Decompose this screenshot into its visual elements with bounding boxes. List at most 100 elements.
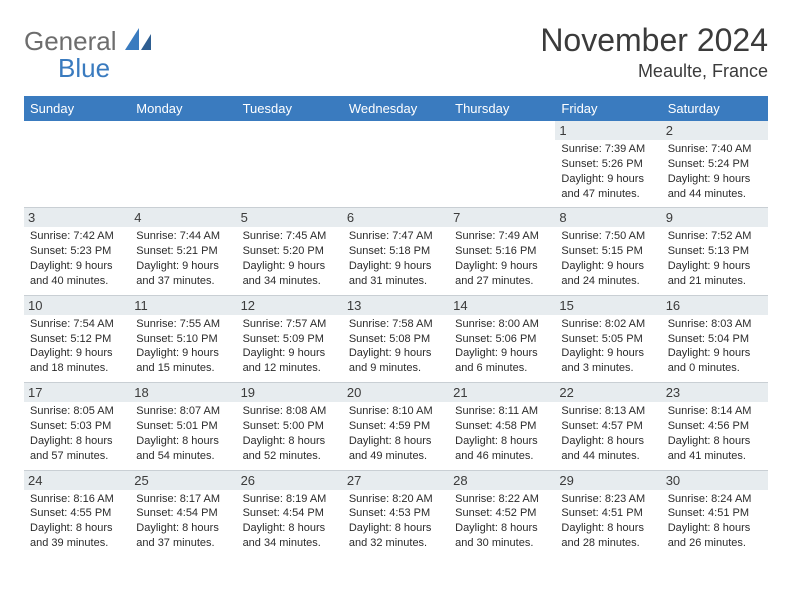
- dayhead-sun: Sunday: [24, 96, 130, 121]
- day-number: 13: [343, 296, 449, 315]
- header: General Blue November 2024 Meaulte, Fran…: [24, 22, 768, 82]
- daylight-text: Daylight: 8 hours and 26 minutes.: [668, 521, 762, 551]
- calendar-cell: 6Sunrise: 7:47 AMSunset: 5:18 PMDaylight…: [343, 208, 449, 295]
- dayhead-tue: Tuesday: [237, 96, 343, 121]
- sunrise-text: Sunrise: 8:20 AM: [349, 492, 443, 507]
- day-number: 6: [343, 208, 449, 227]
- sunrise-text: Sunrise: 7:54 AM: [30, 317, 124, 332]
- day-number: 23: [662, 383, 768, 402]
- sunrise-text: Sunrise: 8:13 AM: [561, 404, 655, 419]
- calendar-row: 17Sunrise: 8:05 AMSunset: 5:03 PMDayligh…: [24, 383, 768, 470]
- sunrise-text: Sunrise: 8:24 AM: [668, 492, 762, 507]
- calendar-cell: 9Sunrise: 7:52 AMSunset: 5:13 PMDaylight…: [662, 208, 768, 295]
- daylight-text: Daylight: 8 hours and 44 minutes.: [561, 434, 655, 464]
- day-info: Sunrise: 8:13 AMSunset: 4:57 PMDaylight:…: [561, 404, 655, 463]
- day-number: 15: [555, 296, 661, 315]
- daylight-text: Daylight: 9 hours and 44 minutes.: [668, 172, 762, 202]
- calendar-cell: [237, 121, 343, 208]
- day-number: 7: [449, 208, 555, 227]
- daylight-text: Daylight: 9 hours and 27 minutes.: [455, 259, 549, 289]
- sunset-text: Sunset: 4:52 PM: [455, 506, 549, 521]
- calendar-cell: [449, 121, 555, 208]
- day-info: Sunrise: 8:17 AMSunset: 4:54 PMDaylight:…: [136, 492, 230, 551]
- sunrise-text: Sunrise: 7:50 AM: [561, 229, 655, 244]
- sunset-text: Sunset: 5:10 PM: [136, 332, 230, 347]
- sunrise-text: Sunrise: 8:11 AM: [455, 404, 549, 419]
- day-info: Sunrise: 8:24 AMSunset: 4:51 PMDaylight:…: [668, 492, 762, 551]
- sunset-text: Sunset: 4:51 PM: [561, 506, 655, 521]
- sunset-text: Sunset: 4:59 PM: [349, 419, 443, 434]
- day-number: 29: [555, 471, 661, 490]
- sunset-text: Sunset: 5:26 PM: [561, 157, 655, 172]
- location: Meaulte, France: [540, 61, 768, 82]
- daylight-text: Daylight: 9 hours and 47 minutes.: [561, 172, 655, 202]
- sunset-text: Sunset: 5:21 PM: [136, 244, 230, 259]
- day-info: Sunrise: 8:22 AMSunset: 4:52 PMDaylight:…: [455, 492, 549, 551]
- sunrise-text: Sunrise: 8:10 AM: [349, 404, 443, 419]
- calendar-row: 1Sunrise: 7:39 AMSunset: 5:26 PMDaylight…: [24, 121, 768, 208]
- daylight-text: Daylight: 9 hours and 24 minutes.: [561, 259, 655, 289]
- day-info: Sunrise: 7:58 AMSunset: 5:08 PMDaylight:…: [349, 317, 443, 376]
- daylight-text: Daylight: 8 hours and 46 minutes.: [455, 434, 549, 464]
- day-number: 1: [555, 121, 661, 140]
- sunrise-text: Sunrise: 7:58 AM: [349, 317, 443, 332]
- daylight-text: Daylight: 9 hours and 15 minutes.: [136, 346, 230, 376]
- sunrise-text: Sunrise: 7:55 AM: [136, 317, 230, 332]
- sunset-text: Sunset: 5:12 PM: [30, 332, 124, 347]
- daylight-text: Daylight: 9 hours and 0 minutes.: [668, 346, 762, 376]
- day-info: Sunrise: 8:00 AMSunset: 5:06 PMDaylight:…: [455, 317, 549, 376]
- sunrise-text: Sunrise: 8:02 AM: [561, 317, 655, 332]
- sunset-text: Sunset: 5:03 PM: [30, 419, 124, 434]
- daylight-text: Daylight: 9 hours and 18 minutes.: [30, 346, 124, 376]
- calendar-cell: 29Sunrise: 8:23 AMSunset: 4:51 PMDayligh…: [555, 470, 661, 557]
- sunrise-text: Sunrise: 7:42 AM: [30, 229, 124, 244]
- day-number: 5: [237, 208, 343, 227]
- sunset-text: Sunset: 4:54 PM: [136, 506, 230, 521]
- day-number: 30: [662, 471, 768, 490]
- calendar-row: 3Sunrise: 7:42 AMSunset: 5:23 PMDaylight…: [24, 208, 768, 295]
- sunrise-text: Sunrise: 8:14 AM: [668, 404, 762, 419]
- daylight-text: Daylight: 8 hours and 57 minutes.: [30, 434, 124, 464]
- daylight-text: Daylight: 9 hours and 40 minutes.: [30, 259, 124, 289]
- brand-line1: General: [24, 26, 117, 56]
- dayhead-thu: Thursday: [449, 96, 555, 121]
- day-number: 8: [555, 208, 661, 227]
- calendar-cell: 15Sunrise: 8:02 AMSunset: 5:05 PMDayligh…: [555, 295, 661, 382]
- daylight-text: Daylight: 8 hours and 32 minutes.: [349, 521, 443, 551]
- calendar-cell: 26Sunrise: 8:19 AMSunset: 4:54 PMDayligh…: [237, 470, 343, 557]
- sail-icon: [125, 28, 151, 55]
- day-number: 9: [662, 208, 768, 227]
- calendar-row: 24Sunrise: 8:16 AMSunset: 4:55 PMDayligh…: [24, 470, 768, 557]
- day-number: 10: [24, 296, 130, 315]
- day-number: 25: [130, 471, 236, 490]
- daylight-text: Daylight: 9 hours and 6 minutes.: [455, 346, 549, 376]
- sunset-text: Sunset: 4:51 PM: [668, 506, 762, 521]
- calendar-cell: 10 Sunrise: 7:54 AMSunset: 5:12 PMDayligh…: [24, 295, 130, 382]
- sunset-text: Sunset: 5:24 PM: [668, 157, 762, 172]
- day-number: 12: [237, 296, 343, 315]
- daylight-text: Daylight: 8 hours and 34 minutes.: [243, 521, 337, 551]
- title-block: November 2024 Meaulte, France: [540, 22, 768, 82]
- sunset-text: Sunset: 4:56 PM: [668, 419, 762, 434]
- sunset-text: Sunset: 5:08 PM: [349, 332, 443, 347]
- calendar-cell: 21Sunrise: 8:11 AMSunset: 4:58 PMDayligh…: [449, 383, 555, 470]
- day-number: 19: [237, 383, 343, 402]
- day-number: 3: [24, 208, 130, 227]
- day-info: Sunrise: 8:03 AMSunset: 5:04 PMDaylight:…: [668, 317, 762, 376]
- daylight-text: Daylight: 9 hours and 9 minutes.: [349, 346, 443, 376]
- daylight-text: Daylight: 9 hours and 34 minutes.: [243, 259, 337, 289]
- sunrise-text: Sunrise: 7:40 AM: [668, 142, 762, 157]
- sunrise-text: Sunrise: 7:45 AM: [243, 229, 337, 244]
- calendar-cell: 7Sunrise: 7:49 AMSunset: 5:16 PMDaylight…: [449, 208, 555, 295]
- daylight-text: Daylight: 9 hours and 3 minutes.: [561, 346, 655, 376]
- sunset-text: Sunset: 5:04 PM: [668, 332, 762, 347]
- calendar-body: 1Sunrise: 7:39 AMSunset: 5:26 PMDaylight…: [24, 121, 768, 557]
- calendar-cell: 25 Sunrise: 8:17 AMSunset: 4:54 PMDayligh…: [130, 470, 236, 557]
- sunrise-text: Sunrise: 8:05 AM: [30, 404, 124, 419]
- day-info: Sunrise: 8:05 AMSunset: 5:03 PMDaylight:…: [30, 404, 124, 463]
- daylight-text: Daylight: 8 hours and 39 minutes.: [30, 521, 124, 551]
- day-info: Sunrise: 8:10 AMSunset: 4:59 PMDaylight:…: [349, 404, 443, 463]
- day-number: 24: [24, 471, 130, 490]
- sunset-text: Sunset: 5:23 PM: [30, 244, 124, 259]
- daylight-text: Daylight: 8 hours and 28 minutes.: [561, 521, 655, 551]
